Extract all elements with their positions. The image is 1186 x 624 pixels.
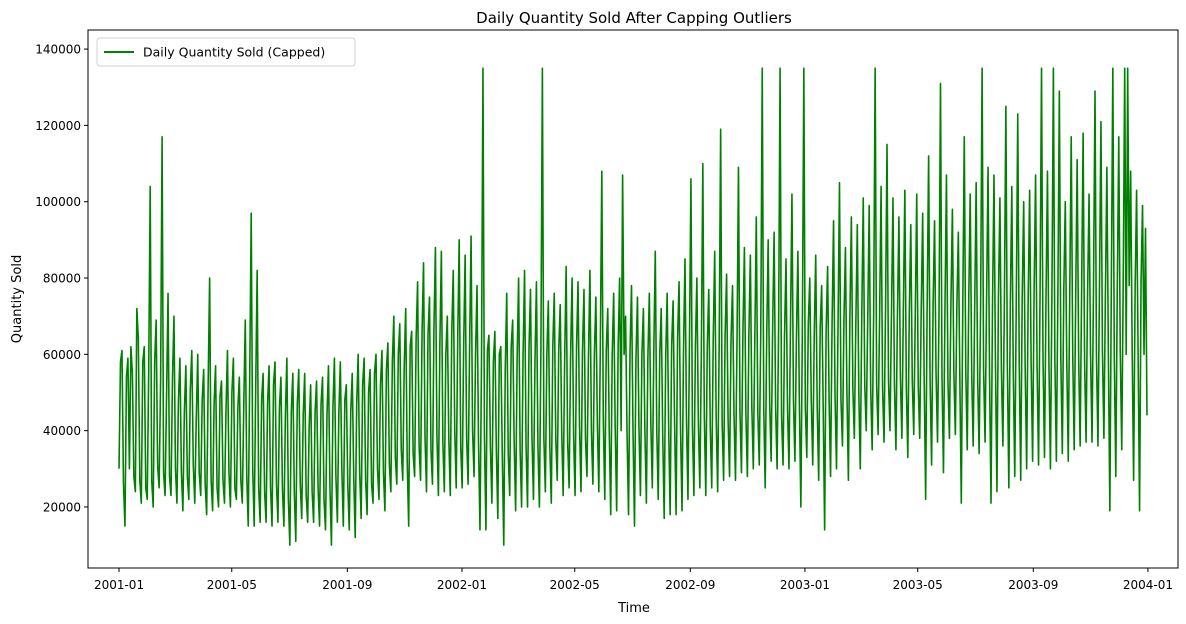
y-tick-label: 100000 [35,195,81,209]
y-tick-label: 80000 [43,272,81,286]
x-tick-label: 2001-01 [94,578,144,592]
x-tick-label: 2003-01 [780,578,830,592]
y-tick-label: 120000 [35,119,81,133]
x-tick-label: 2001-09 [322,578,372,592]
y-axis-ticks: 20000 40000 60000 80000 100000 120000 140000 [35,43,88,514]
legend: Daily Quantity Sold (Capped) [96,37,356,67]
x-tick-label: 2002-09 [665,578,715,592]
x-tick-label: 2003-09 [1008,578,1058,592]
series-line [118,67,1148,546]
legend-label: Daily Quantity Sold (Capped) [143,45,325,60]
y-tick-label: 140000 [35,43,81,57]
legend-box [96,37,356,67]
x-tick-label: 2002-05 [550,578,600,592]
y-axis-label: Quantity Sold [10,255,25,343]
x-axis-label: Time [617,601,650,616]
x-tick-label: 2003-05 [893,578,943,592]
plot-frame [87,29,1179,569]
plot-content [118,67,1148,546]
x-tick-label: 2004-01 [1123,578,1173,592]
y-tick-label: 60000 [43,348,81,362]
y-tick-label: 20000 [43,500,81,514]
chart-title: Daily Quantity Sold After Capping Outlie… [476,9,792,27]
x-tick-label: 2002-01 [437,578,487,592]
x-tick-label: 2001-05 [207,578,257,592]
x-axis-ticks: 2001-01 2001-05 2001-09 2002-01 2002-05 2002-… [94,568,1173,592]
y-tick-label: 40000 [43,424,81,438]
